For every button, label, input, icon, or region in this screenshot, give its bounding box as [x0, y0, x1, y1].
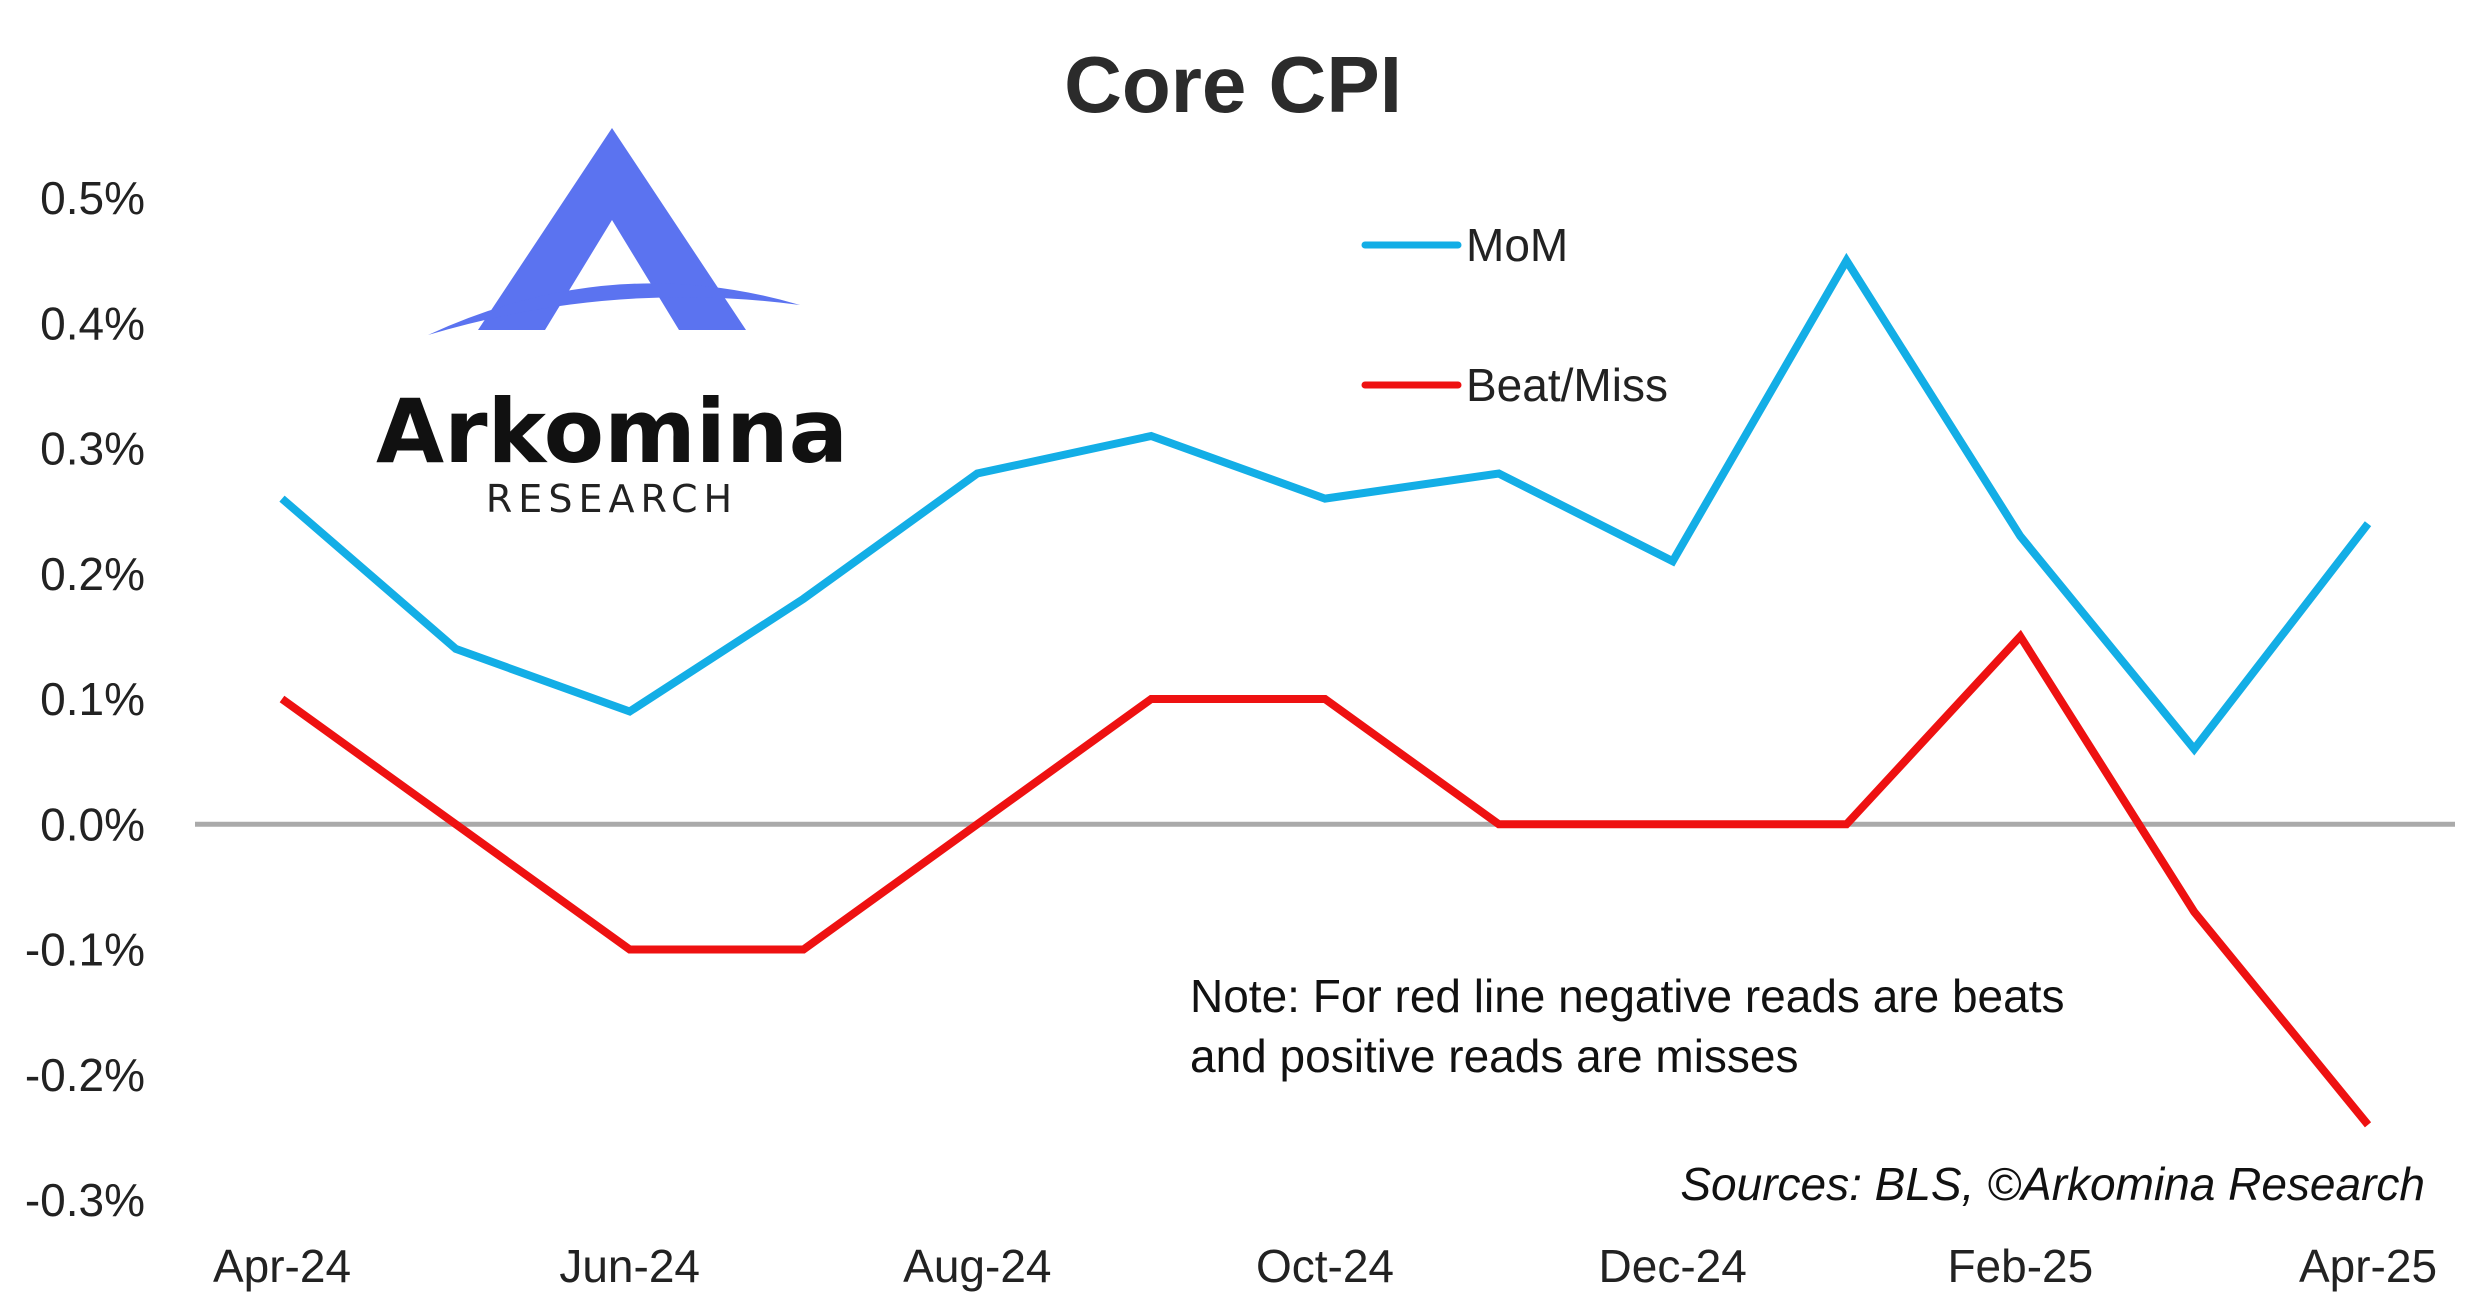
y-tick-label: 0.3%: [40, 423, 145, 475]
series-lines: [279, 252, 2372, 1128]
note-line-1: Note: For red line negative reads are be…: [1190, 970, 2065, 1022]
x-axis-ticks: Apr-24 Jun-24 Aug-24 Oct-24 Dec-24 Feb-25 Apr-…: [213, 1240, 2437, 1292]
y-tick-label: 0.1%: [40, 673, 145, 725]
logo-subtitle: RESEARCH: [486, 477, 738, 521]
legend: MoM Beat/Miss: [1361, 219, 1668, 411]
series-line-mom: [279, 252, 2372, 756]
x-tick-label: Jun-24: [559, 1240, 700, 1292]
note-line-2: and positive reads are misses: [1190, 1030, 1799, 1082]
x-tick-label: Dec-24: [1599, 1240, 1747, 1292]
y-tick-label: 0.0%: [40, 798, 145, 850]
x-tick-label: Apr-24: [213, 1240, 351, 1292]
x-tick-label: Apr-25: [2299, 1240, 2437, 1292]
chart-title: Core CPI: [1064, 40, 1402, 129]
y-tick-label: -0.1%: [25, 924, 145, 976]
series-line-beat-miss: [279, 629, 2372, 1128]
y-tick-label: -0.2%: [25, 1049, 145, 1101]
logo-a-mark: [478, 128, 746, 330]
y-axis-ticks: 0.5% 0.4% 0.3% 0.2% 0.1% 0.0% -0.1% -0.2% -0.3%: [25, 172, 145, 1226]
y-tick-label: -0.3%: [25, 1174, 145, 1226]
arkomina-logo: Arkomina RESEARCH: [376, 128, 848, 521]
logo-wordmark: Arkomina: [376, 380, 848, 483]
legend-label-beat-miss: Beat/Miss: [1466, 359, 1668, 411]
logo-arc: [428, 283, 800, 335]
x-tick-label: Feb-25: [1947, 1240, 2093, 1292]
source-text: Sources: BLS, ©Arkomina Research: [1680, 1158, 2425, 1210]
x-tick-label: Oct-24: [1256, 1240, 1394, 1292]
x-tick-label: Aug-24: [903, 1240, 1051, 1292]
y-tick-label: 0.4%: [40, 297, 145, 349]
legend-label-mom: MoM: [1466, 219, 1568, 271]
y-tick-label: 0.2%: [40, 548, 145, 600]
y-tick-label: 0.5%: [40, 172, 145, 224]
